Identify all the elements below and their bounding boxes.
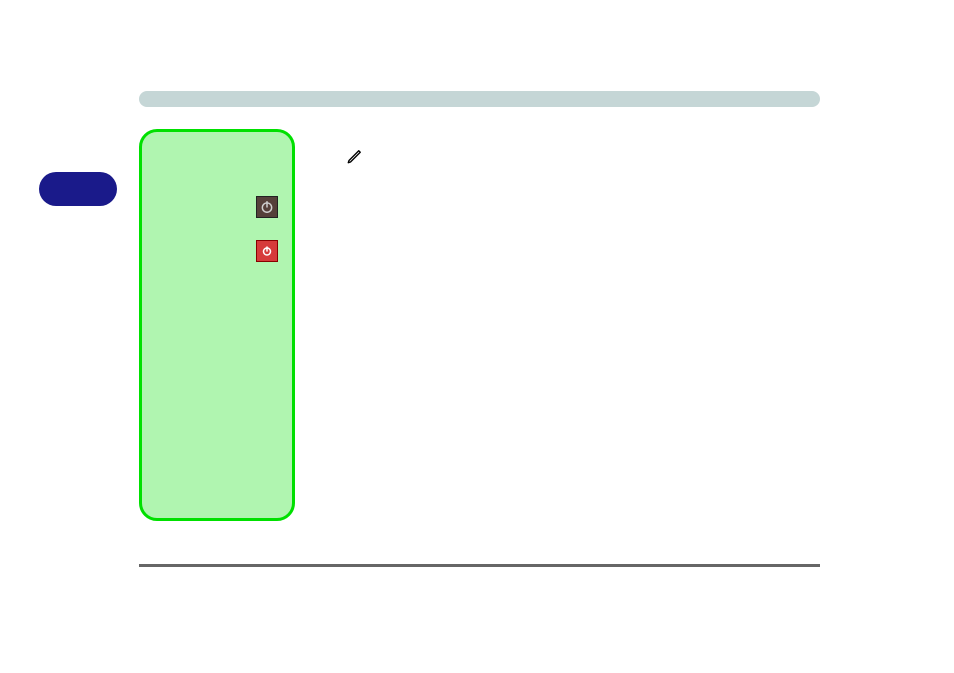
section-header-bar — [139, 91, 820, 107]
section-divider — [139, 564, 820, 567]
page-number-badge — [39, 172, 117, 206]
pencil-icon — [346, 147, 364, 170]
power-off-icon[interactable] — [256, 240, 278, 262]
highlighted-panel — [139, 129, 295, 521]
power-icon[interactable] — [256, 196, 278, 218]
